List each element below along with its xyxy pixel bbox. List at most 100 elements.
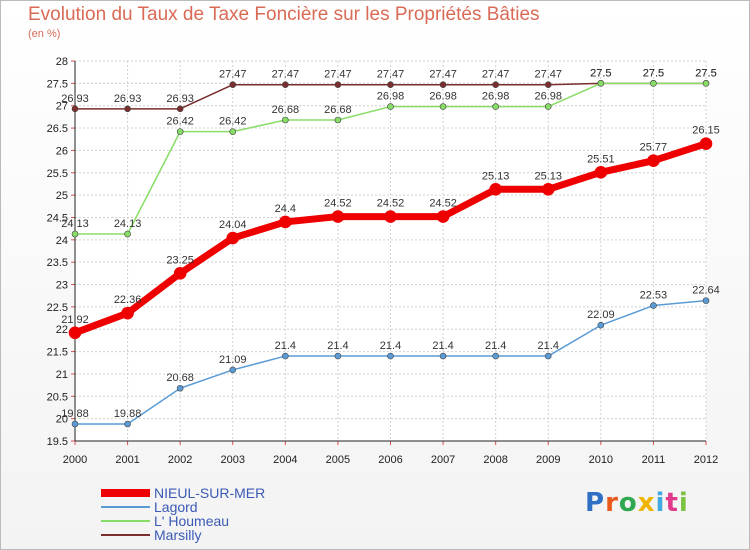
data-label: 27.5 <box>643 67 664 79</box>
data-point <box>124 420 131 428</box>
x-tick-label: 2009 <box>536 454 560 466</box>
data-point <box>647 154 660 167</box>
data-point <box>439 81 447 88</box>
data-point <box>650 80 657 87</box>
data-label: 24.52 <box>429 198 457 210</box>
data-label: 24.13 <box>114 218 142 230</box>
legend-label: NIEUL-SUR-MER <box>154 485 265 501</box>
data-label: 24.52 <box>377 198 405 210</box>
data-label: 23.25 <box>166 254 194 266</box>
data-label: 27.47 <box>272 69 300 81</box>
data-label: 25.13 <box>482 170 510 182</box>
data-point <box>282 116 289 124</box>
legend-label: Lagord <box>154 499 198 515</box>
data-point <box>597 321 605 329</box>
data-point <box>492 352 499 360</box>
y-tick-label: 22.5 <box>47 302 68 314</box>
data-label: 26.15 <box>692 125 720 137</box>
data-point <box>71 230 79 238</box>
data-label: 27.47 <box>534 69 562 81</box>
data-label: 26.68 <box>324 104 352 116</box>
data-label: 25.13 <box>534 170 562 182</box>
data-point <box>71 105 79 113</box>
data-label: 21.4 <box>327 340 348 352</box>
data-label: 27.5 <box>695 67 716 79</box>
data-point <box>541 183 555 196</box>
y-tick-label: 24 <box>56 235 68 247</box>
x-tick-label: 2004 <box>273 454 297 466</box>
data-point <box>334 81 342 88</box>
data-point <box>489 183 502 196</box>
data-point <box>334 116 342 124</box>
data-label: 25.51 <box>587 153 615 165</box>
data-label: 27.47 <box>219 69 247 81</box>
x-tick-label: 2001 <box>115 454 139 466</box>
y-tick-label: 27 <box>56 101 68 113</box>
data-point <box>331 210 345 223</box>
data-label: 19.88 <box>61 408 89 420</box>
data-label: 22.64 <box>692 285 720 297</box>
data-label: 21.92 <box>61 314 89 326</box>
y-tick-label: 19.5 <box>47 436 68 448</box>
data-point <box>544 352 552 360</box>
x-tick-label: 2010 <box>589 454 613 466</box>
data-label: 26.98 <box>482 91 510 103</box>
data-point <box>124 105 131 113</box>
data-label: 26.98 <box>429 91 457 103</box>
data-label: 24.04 <box>219 219 247 231</box>
y-tick-label: 20 <box>56 414 68 426</box>
y-tick-label: 23.5 <box>47 257 68 269</box>
legend-label: L' Houmeau <box>154 513 229 529</box>
data-point <box>226 231 240 245</box>
data-point <box>229 366 237 374</box>
data-label: 22.36 <box>114 294 142 306</box>
data-point <box>387 352 394 360</box>
chart-title: Evolution du Taux de Taxe Foncière sur l… <box>28 4 540 25</box>
data-point <box>334 352 342 360</box>
data-point <box>68 326 82 340</box>
data-point <box>650 302 657 309</box>
y-tick-label: 25.5 <box>47 168 68 180</box>
data-label: 27.5 <box>590 67 611 79</box>
data-point <box>282 352 289 360</box>
legend-label: Marsilly <box>154 527 201 543</box>
x-tick-label: 2008 <box>483 454 507 466</box>
data-label: 26.42 <box>219 116 247 128</box>
data-point <box>594 166 608 179</box>
y-tick-label: 26 <box>56 145 68 157</box>
data-label: 26.68 <box>272 104 300 116</box>
logo-letter: r <box>605 488 619 518</box>
data-point <box>282 81 289 88</box>
logo-letter: i <box>678 488 689 518</box>
data-point <box>492 81 499 88</box>
data-point <box>387 103 394 110</box>
y-tick-label: 22 <box>56 324 68 336</box>
data-label: 25.77 <box>640 142 668 154</box>
x-tick-label: 2011 <box>642 454 666 466</box>
y-tick-label: 21 <box>56 369 68 381</box>
data-label: 26.98 <box>534 91 562 103</box>
x-tick-label: 2007 <box>431 454 455 466</box>
data-point <box>544 81 552 88</box>
data-label: 21.4 <box>275 340 296 352</box>
logo-letter: P <box>585 488 606 518</box>
data-label: 21.09 <box>219 354 247 366</box>
data-point <box>439 103 447 110</box>
data-label: 24.13 <box>61 218 89 230</box>
data-point <box>121 306 134 320</box>
data-point <box>436 210 450 223</box>
data-label: 27.5 <box>643 67 664 79</box>
data-point <box>176 128 184 135</box>
data-label: 24.52 <box>324 198 352 210</box>
data-label: 21.4 <box>485 340 506 352</box>
data-label: 21.4 <box>538 340 559 352</box>
y-tick-label: 24.5 <box>47 212 68 224</box>
data-point <box>492 103 499 110</box>
data-label: 27.47 <box>482 69 510 81</box>
logo-letter: x <box>637 488 656 518</box>
data-label: 26.93 <box>114 93 142 105</box>
y-tick-label: 25 <box>56 190 68 202</box>
x-tick-label: 2002 <box>168 454 192 466</box>
x-tick-label: 2005 <box>326 454 350 466</box>
data-label: 22.09 <box>587 309 615 321</box>
